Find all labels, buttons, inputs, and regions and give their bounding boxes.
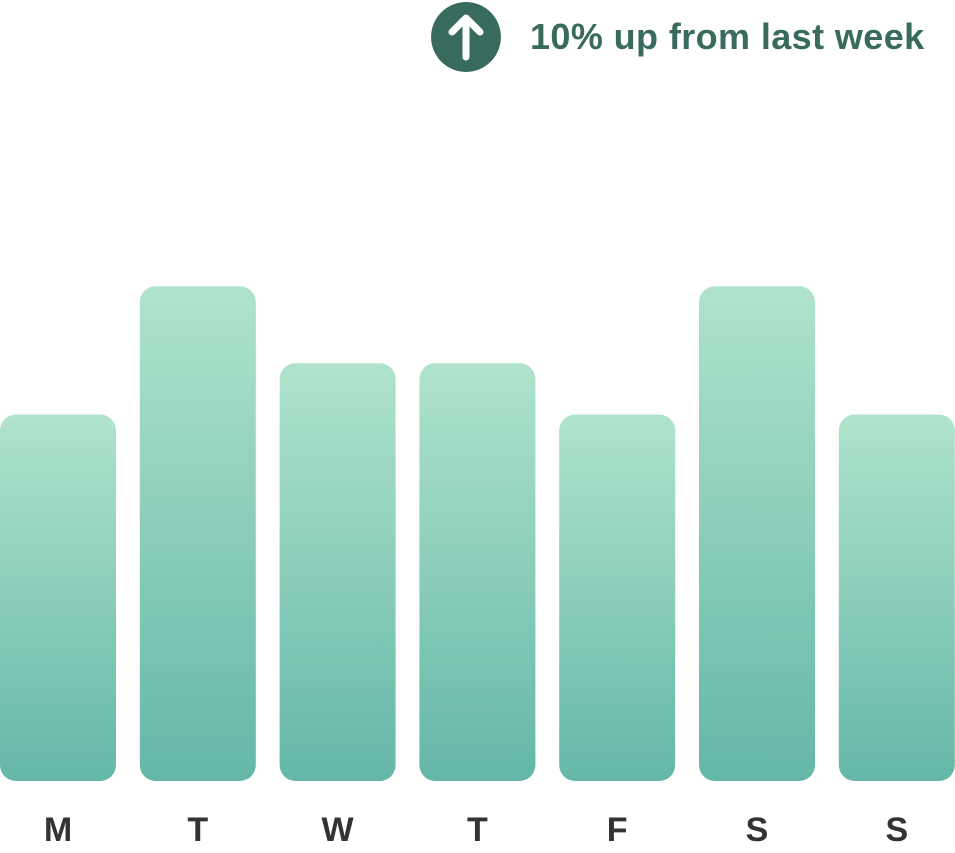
day-label-3: W	[322, 811, 355, 849]
bar-1	[0, 414, 116, 781]
bar-2	[139, 286, 256, 781]
day-label-2: T	[187, 811, 208, 849]
bars-group	[0, 286, 955, 781]
day-label-7: S	[885, 811, 908, 849]
bar-6	[699, 286, 815, 781]
trend-indicator: 10% up from last week	[431, 2, 925, 72]
bar-5	[559, 414, 676, 781]
day-label-5: F	[607, 811, 628, 849]
day-label-6: S	[746, 811, 769, 849]
bar-7	[838, 414, 955, 781]
bar-4	[419, 363, 536, 781]
bar-3	[279, 363, 396, 781]
trend-text: 10% up from last week	[530, 16, 925, 57]
arrow-up-icon	[431, 2, 501, 72]
day-label-4: T	[467, 811, 488, 849]
day-label-1: M	[44, 811, 72, 849]
